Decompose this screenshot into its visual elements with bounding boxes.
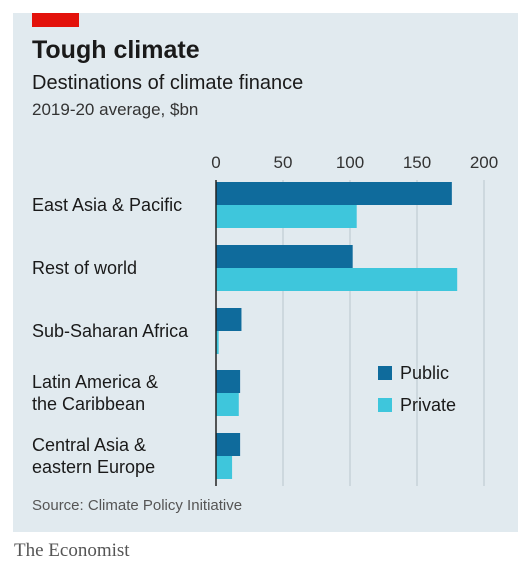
bar-private bbox=[216, 205, 357, 228]
x-tick-label: 0 bbox=[211, 153, 220, 172]
x-tick-label: 100 bbox=[336, 153, 364, 172]
category-label: Sub-Saharan Africa bbox=[32, 321, 189, 341]
unit-note: 2019-20 average, $bn bbox=[32, 100, 199, 119]
bar-public bbox=[216, 308, 242, 331]
bar-private bbox=[216, 331, 219, 354]
bar-private bbox=[216, 393, 239, 416]
bar-private bbox=[216, 456, 233, 479]
brand-red-tag bbox=[32, 13, 79, 27]
chart-subtitle: Destinations of climate finance bbox=[32, 72, 304, 94]
x-tick-label: 50 bbox=[274, 153, 293, 172]
legend-label-public: Public bbox=[400, 363, 449, 383]
bar-public bbox=[216, 370, 241, 393]
bar-public bbox=[216, 182, 452, 205]
legend-swatch-public bbox=[378, 366, 392, 380]
category-label: Rest of world bbox=[32, 258, 137, 278]
bar-private bbox=[216, 268, 458, 291]
legend-swatch-private bbox=[378, 398, 392, 412]
source-note: Source: Climate Policy Initiative bbox=[32, 497, 243, 514]
category-label: East Asia & Pacific bbox=[32, 195, 182, 215]
legend-label-private: Private bbox=[400, 395, 456, 415]
x-tick-label: 200 bbox=[470, 153, 498, 172]
category-label: eastern Europe bbox=[32, 457, 155, 477]
category-label: the Caribbean bbox=[32, 394, 145, 414]
bar-public bbox=[216, 433, 241, 456]
category-label: Latin America & bbox=[32, 372, 158, 392]
bar-public bbox=[216, 245, 353, 268]
category-label: Central Asia & bbox=[32, 435, 146, 455]
chart-title: Tough climate bbox=[32, 36, 200, 64]
brand-name: The Economist bbox=[14, 540, 130, 561]
x-tick-label: 150 bbox=[403, 153, 431, 172]
